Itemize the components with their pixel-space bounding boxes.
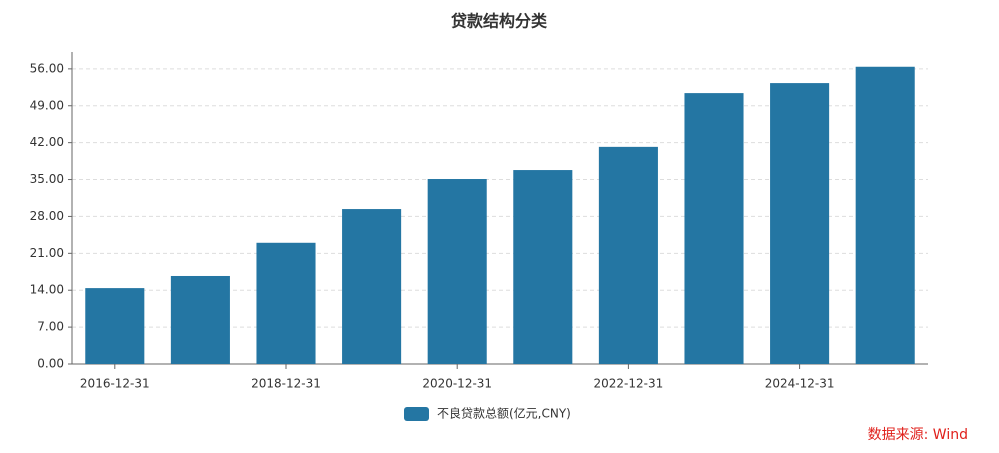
x-tick-label: 2022-12-31 bbox=[594, 377, 664, 391]
bar bbox=[684, 93, 744, 365]
bar bbox=[598, 146, 658, 364]
source: 数据来源: Wind bbox=[868, 427, 968, 443]
legend-label: 不良贷款总额(亿元,CNY) bbox=[437, 406, 571, 421]
bar bbox=[85, 288, 145, 364]
x-tick-label: 2016-12-31 bbox=[80, 377, 150, 391]
y-tick-label: 56.00 bbox=[30, 61, 64, 75]
y-tick-label: 14.00 bbox=[30, 283, 64, 297]
bar bbox=[770, 83, 830, 364]
bar bbox=[855, 66, 915, 364]
y-tick-label: 21.00 bbox=[30, 246, 64, 260]
y-tick-label: 35.00 bbox=[30, 172, 64, 186]
legend-swatch bbox=[404, 407, 429, 421]
bar bbox=[342, 209, 402, 364]
y-tick-label: 7.00 bbox=[37, 320, 64, 334]
chart-title: 贷款结构分类 bbox=[451, 12, 548, 31]
bar bbox=[170, 275, 230, 364]
x-tick-label: 2020-12-31 bbox=[422, 377, 492, 391]
x-tick-label: 2024-12-31 bbox=[765, 377, 835, 391]
y-tick-label: 28.00 bbox=[30, 209, 64, 223]
x-tick-label: 2018-12-31 bbox=[251, 377, 321, 391]
bar bbox=[256, 242, 316, 364]
bar bbox=[513, 170, 573, 364]
y-tick-label: 0.00 bbox=[37, 357, 64, 371]
y-tick-label: 42.00 bbox=[30, 135, 64, 149]
bar bbox=[427, 179, 487, 364]
y-tick-label: 49.00 bbox=[30, 98, 64, 112]
